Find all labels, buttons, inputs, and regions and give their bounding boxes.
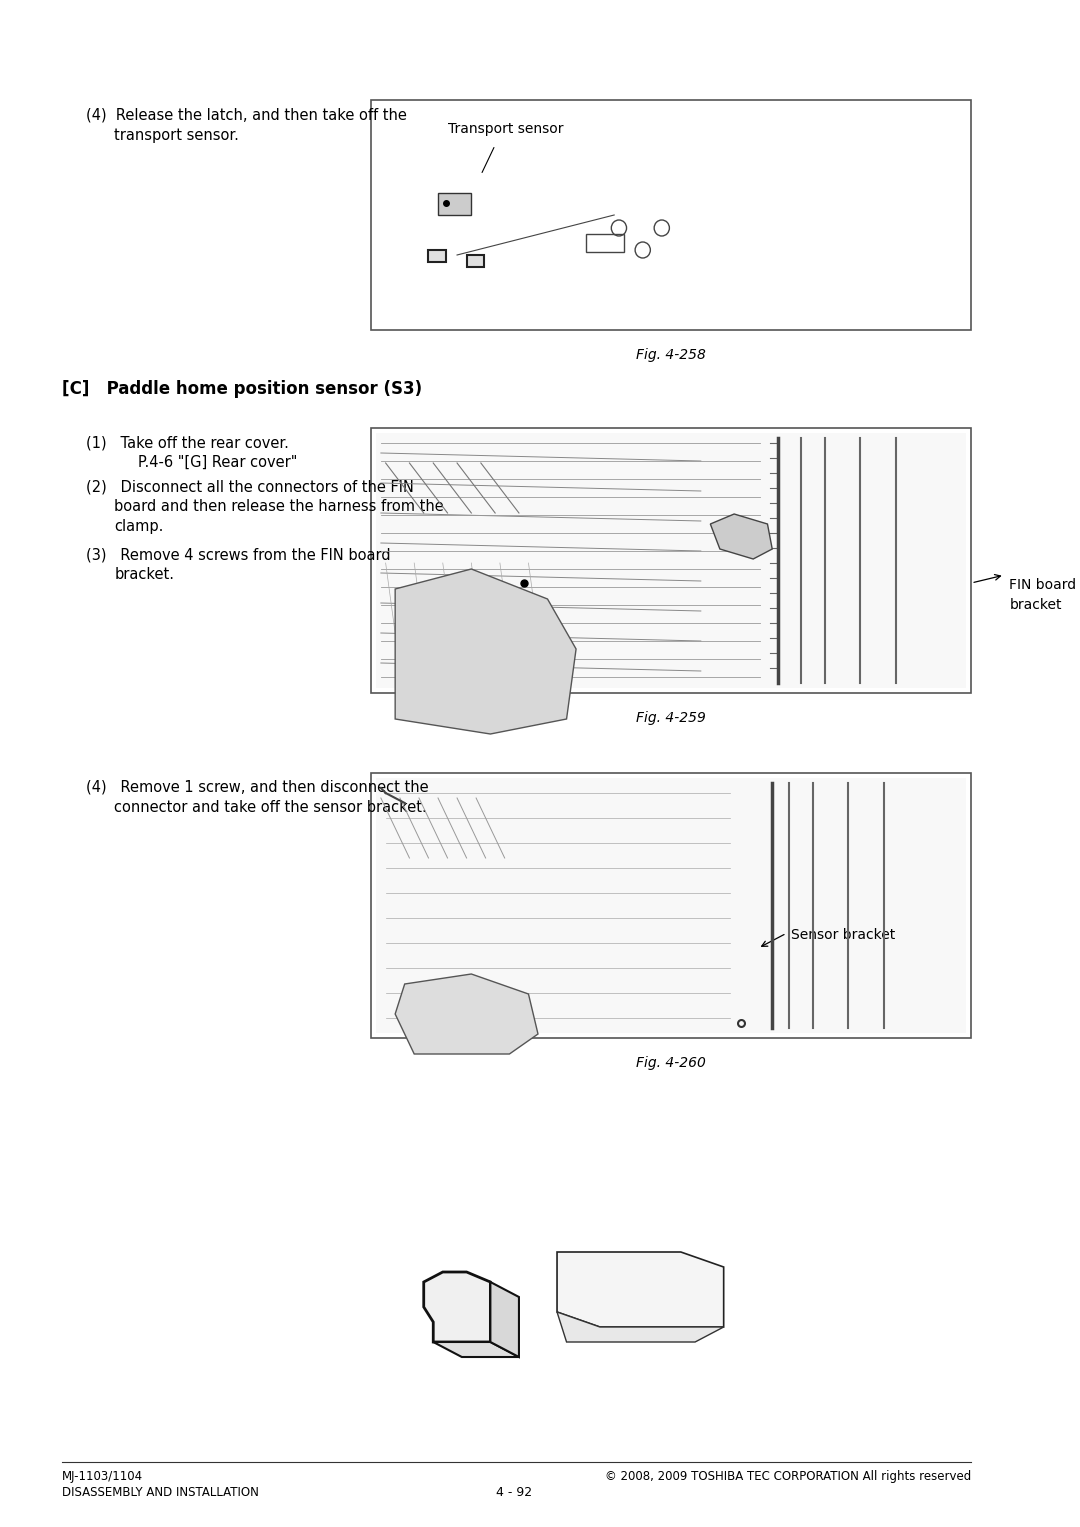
Text: Sensor bracket: Sensor bracket (792, 928, 895, 942)
Bar (467, 255, 484, 267)
Text: (4)   Remove 1 screw, and then disconnect the: (4) Remove 1 screw, and then disconnect … (85, 780, 429, 796)
Text: MJ-1103/1104: MJ-1103/1104 (62, 1471, 143, 1483)
Bar (585, 234, 623, 252)
Text: Fig. 4-259: Fig. 4-259 (636, 712, 706, 725)
Bar (429, 250, 446, 263)
Polygon shape (557, 1252, 724, 1327)
Text: P.4-6 "[G] Rear cover": P.4-6 "[G] Rear cover" (138, 455, 297, 470)
Polygon shape (711, 515, 772, 559)
Polygon shape (490, 1283, 519, 1358)
Bar (372, 773, 971, 1038)
Text: (4)  Release the latch, and then take off the: (4) Release the latch, and then take off… (85, 108, 406, 124)
Text: bracket: bracket (1010, 599, 1062, 612)
Bar (372, 428, 971, 693)
Text: (3)   Remove 4 screws from the FIN board: (3) Remove 4 screws from the FIN board (85, 547, 390, 562)
Text: Fig. 4-258: Fig. 4-258 (636, 348, 706, 362)
Text: 4 - 92: 4 - 92 (496, 1486, 532, 1500)
Bar (372, 99, 971, 330)
Text: © 2008, 2009 TOSHIBA TEC CORPORATION All rights reserved: © 2008, 2009 TOSHIBA TEC CORPORATION All… (605, 1471, 971, 1483)
Polygon shape (433, 1342, 519, 1358)
Bar (438, 192, 471, 215)
Text: (1)   Take off the rear cover.: (1) Take off the rear cover. (85, 435, 288, 450)
Polygon shape (423, 1272, 490, 1342)
Text: connector and take off the sensor bracket.: connector and take off the sensor bracke… (114, 800, 427, 815)
Text: (2)   Disconnect all the connectors of the FIN: (2) Disconnect all the connectors of the… (85, 479, 414, 495)
Bar (376, 777, 967, 1032)
Polygon shape (395, 974, 538, 1054)
Text: Fig. 4-260: Fig. 4-260 (636, 1057, 706, 1070)
Polygon shape (557, 1312, 724, 1342)
Text: bracket.: bracket. (114, 567, 174, 582)
Text: clamp.: clamp. (114, 519, 164, 534)
Bar (376, 434, 967, 689)
Polygon shape (395, 570, 576, 734)
Text: FIN board: FIN board (1010, 579, 1077, 592)
Text: transport sensor.: transport sensor. (114, 128, 239, 144)
Text: Transport sensor: Transport sensor (447, 122, 563, 136)
Text: DISASSEMBLY AND INSTALLATION: DISASSEMBLY AND INSTALLATION (62, 1486, 259, 1500)
Text: board and then release the harness from the: board and then release the harness from … (114, 499, 444, 515)
Text: [C]   Paddle home position sensor (S3): [C] Paddle home position sensor (S3) (62, 380, 422, 399)
